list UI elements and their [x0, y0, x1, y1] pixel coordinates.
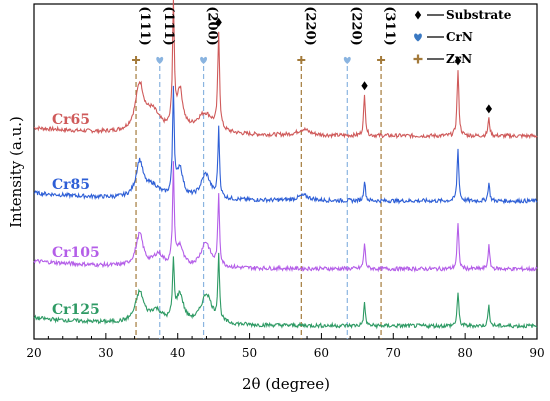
series-line: [33, 85, 538, 205]
legend: Substrate CrN ZrN: [413, 8, 512, 66]
phase-marker: [156, 56, 164, 64]
peak-hkl-label: (220): [348, 6, 363, 45]
reference-lines: [135, 66, 382, 339]
phase-marker: [200, 56, 208, 64]
peak-hkl-label: (200): [205, 6, 220, 45]
x-tick-label: 90: [529, 346, 544, 360]
y-axis-label: Intensity (a.u.): [7, 116, 25, 228]
series-line: [33, 252, 538, 330]
series-label: Cr85: [52, 177, 90, 193]
series-label: Cr105: [52, 245, 100, 261]
peak-hkl-label: (311): [382, 6, 397, 45]
series-layer: [33, 0, 538, 330]
phase-marker: [377, 56, 386, 64]
x-tick-label: 20: [26, 346, 41, 360]
peak-hkl-label: (111): [161, 6, 176, 45]
x-axis-label: 2θ (degree): [242, 375, 330, 393]
substrate-marker: [215, 17, 222, 27]
phase-marker: [343, 56, 351, 64]
legend-label: CrN: [446, 30, 473, 44]
peak-hkl-label: (220): [302, 6, 317, 45]
substrate-marker: [454, 56, 462, 66]
series-line: [33, 0, 538, 140]
phase-marker: [297, 56, 306, 64]
x-tick-label: 40: [170, 346, 185, 360]
x-tick-label: 50: [242, 346, 257, 360]
annotations: (111) (111) (200) (220) (220) (311) Cr65 Cr85 Cr…: [52, 6, 493, 318]
x-tick-label: 30: [98, 346, 113, 360]
series-line: [33, 161, 538, 273]
legend-label: Substrate: [446, 8, 512, 22]
plot-frame: [33, 3, 538, 340]
series-label: Cr125: [52, 302, 100, 318]
crn-legend-icon: [414, 33, 422, 42]
peak-hkl-label: (111): [137, 6, 152, 45]
x-tick-label: 60: [314, 346, 329, 360]
x-tick-label: 70: [386, 346, 401, 360]
substrate-marker: [485, 104, 493, 114]
zrn-legend-icon: [413, 54, 423, 64]
x-tick-label: 80: [458, 346, 473, 360]
x-ticks: 20 30 40 50 60 70 80 90: [26, 333, 545, 360]
substrate-marker: [361, 81, 368, 91]
phase-marker: [132, 56, 141, 64]
legend-label: ZrN: [446, 52, 472, 66]
series-label: Cr65: [52, 112, 90, 128]
substrate-legend-icon: [414, 10, 422, 20]
